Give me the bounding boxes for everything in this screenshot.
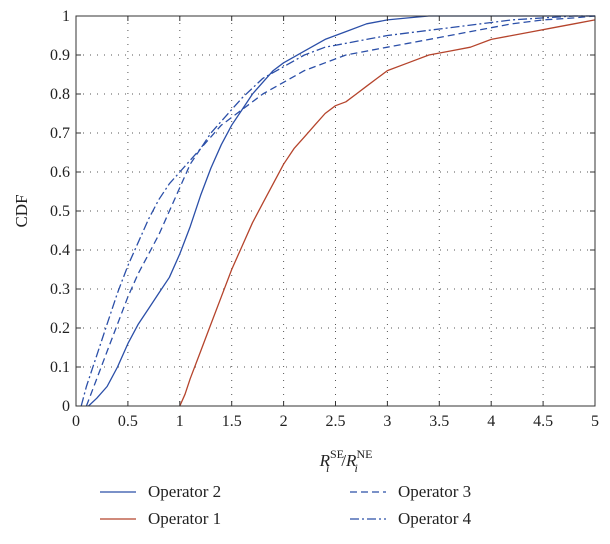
legend-label-operator-3: Operator 3	[398, 482, 471, 501]
series-line-operator-2	[88, 15, 595, 407]
x-tick-label: 1.5	[222, 413, 242, 430]
x-tick-label: 5	[591, 413, 599, 430]
y-tick-label: 0.9	[50, 47, 70, 64]
x-axis-label: RSE i/RNE i	[319, 447, 373, 475]
series-line-operator-1	[179, 19, 596, 407]
axis-ticks: 0 0.5 1 1.5 2 2.5 3 3.5 4 4.5 5 0 0.1 0.2 0.3 0.4 0.5 0.6…	[50, 8, 599, 430]
legend-label-operator-2: Operator 2	[148, 482, 221, 501]
x-label-base-1: R	[319, 451, 331, 470]
x-label-base-2: R	[345, 451, 357, 470]
y-tick-label: 0.6	[50, 164, 70, 181]
series-line-operator-3	[85, 15, 596, 407]
x-tick-label: 2.5	[326, 413, 346, 430]
series-lines	[80, 15, 596, 407]
y-tick-label: 0.7	[50, 125, 70, 142]
x-label-sub-2: i	[354, 461, 357, 475]
x-tick-label: 4.5	[533, 413, 553, 430]
y-tick-label: 1	[62, 8, 70, 25]
x-tick-label: 0.5	[118, 413, 138, 430]
x-tick-label: 4	[487, 413, 495, 430]
y-tick-label: 0	[62, 398, 70, 415]
legend-label-operator-1: Operator 1	[148, 509, 221, 528]
legend: Operator 2 Operator 1 Operator 3 Operator 4	[100, 482, 472, 528]
y-tick-label: 0.1	[50, 359, 70, 376]
y-tick-label: 0.3	[50, 281, 70, 298]
y-axis-label: CDF	[12, 194, 31, 227]
y-tick-label: 0.8	[50, 86, 70, 103]
x-label-sub-1: i	[326, 461, 329, 475]
grid-lines	[76, 16, 595, 406]
x-tick-label: 0	[72, 413, 80, 430]
y-tick-label: 0.5	[50, 203, 70, 220]
series-line-operator-4	[80, 15, 595, 407]
x-tick-label: 1	[176, 413, 184, 430]
x-label-sup-1: SE	[330, 447, 344, 461]
x-tick-label: 3	[383, 413, 391, 430]
legend-label-operator-4: Operator 4	[398, 509, 472, 528]
x-tick-label: 3.5	[429, 413, 449, 430]
y-tick-label: 0.2	[50, 320, 70, 337]
y-tick-label: 0.4	[50, 242, 70, 259]
x-label-slash: /	[341, 451, 346, 470]
x-label-sup-2: NE	[356, 447, 372, 461]
x-tick-label: 2	[280, 413, 288, 430]
